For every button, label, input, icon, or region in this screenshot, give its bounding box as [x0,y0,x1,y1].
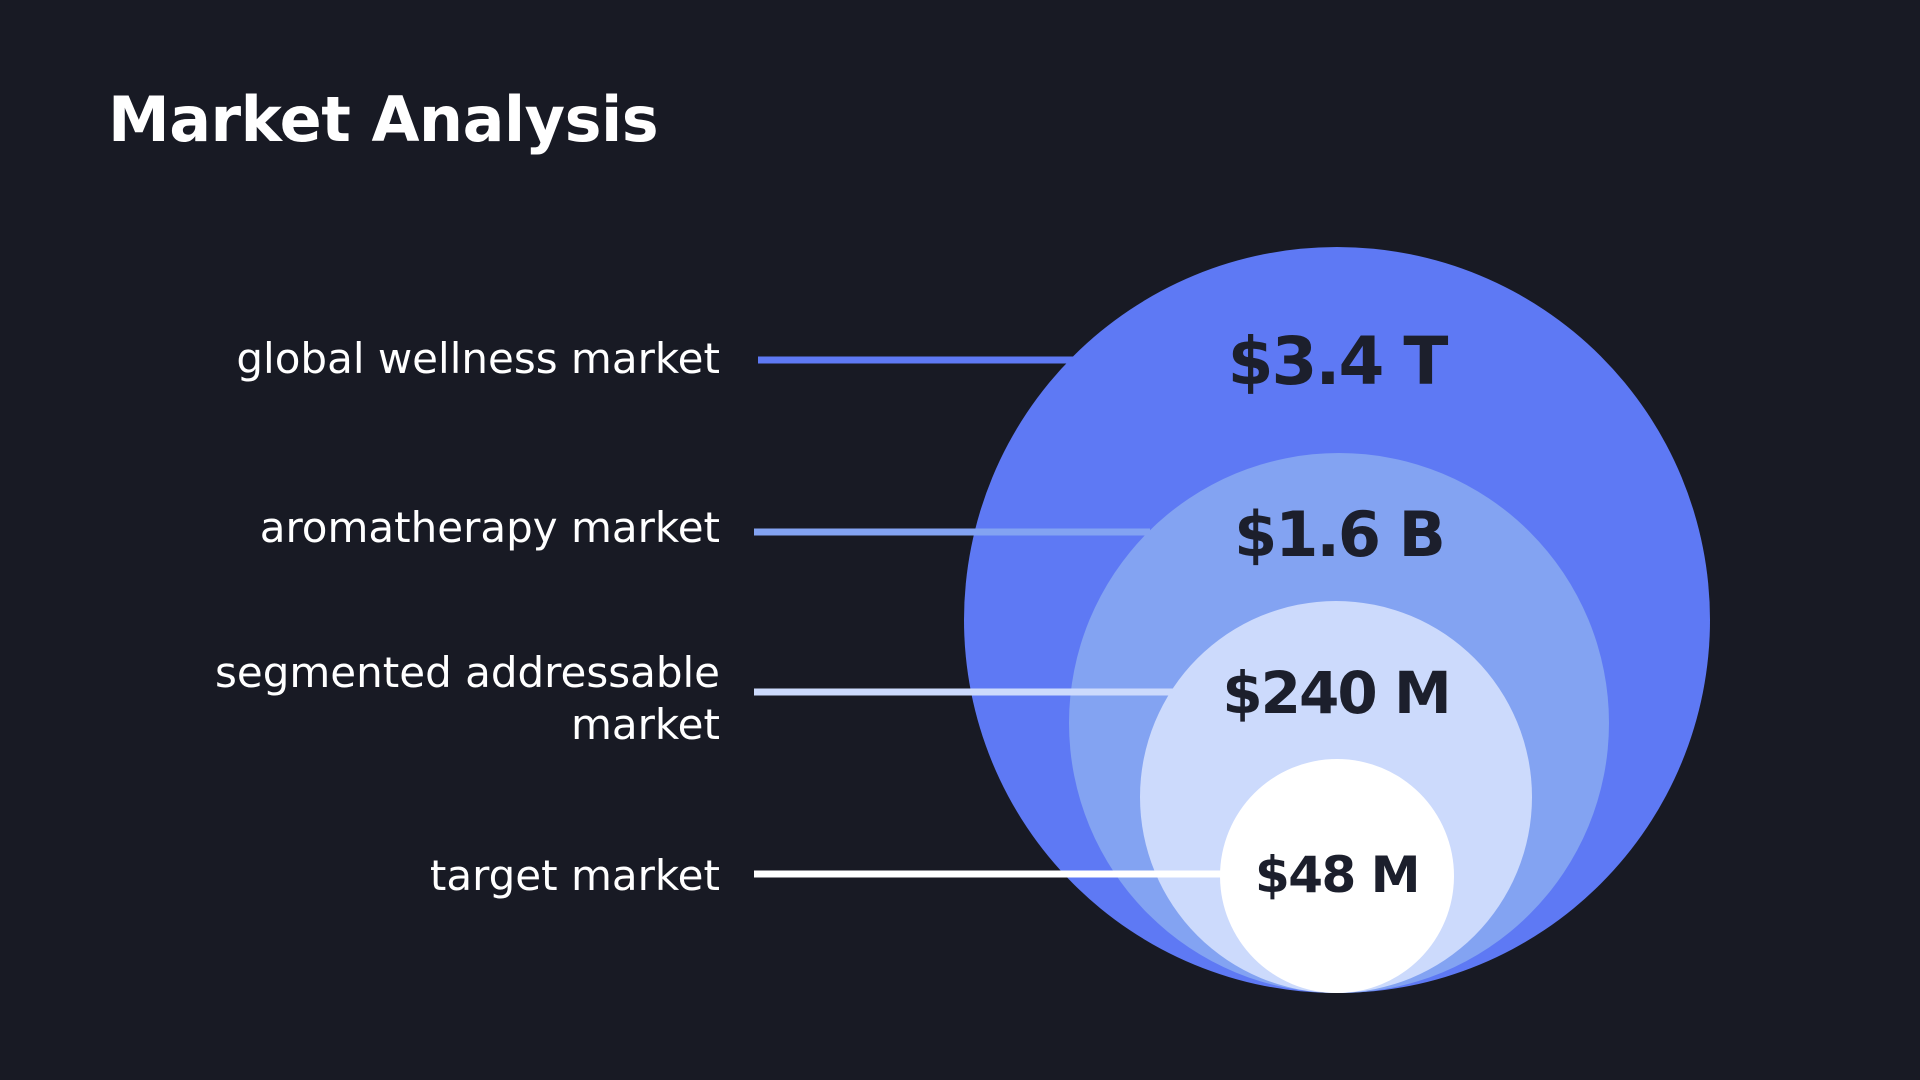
label-line: segmented addressable [215,648,720,697]
label-segmented-addressable-market: segmented addressable market [160,652,720,746]
label-aromatherapy-market: aromatherapy market [259,503,720,552]
value-aromatherapy: $1.6 B [1234,498,1444,571]
value-target: $48 M [1255,846,1419,904]
label-global-wellness-market: global wellness market [236,334,720,383]
value-global-wellness: $3.4 T [1228,323,1449,400]
page-title: Market Analysis [108,83,659,156]
label-target-market: target market [429,851,720,900]
label-line: market [570,700,720,749]
circle-target [1220,759,1454,993]
value-segmented-addressable: $240 M [1222,659,1449,727]
